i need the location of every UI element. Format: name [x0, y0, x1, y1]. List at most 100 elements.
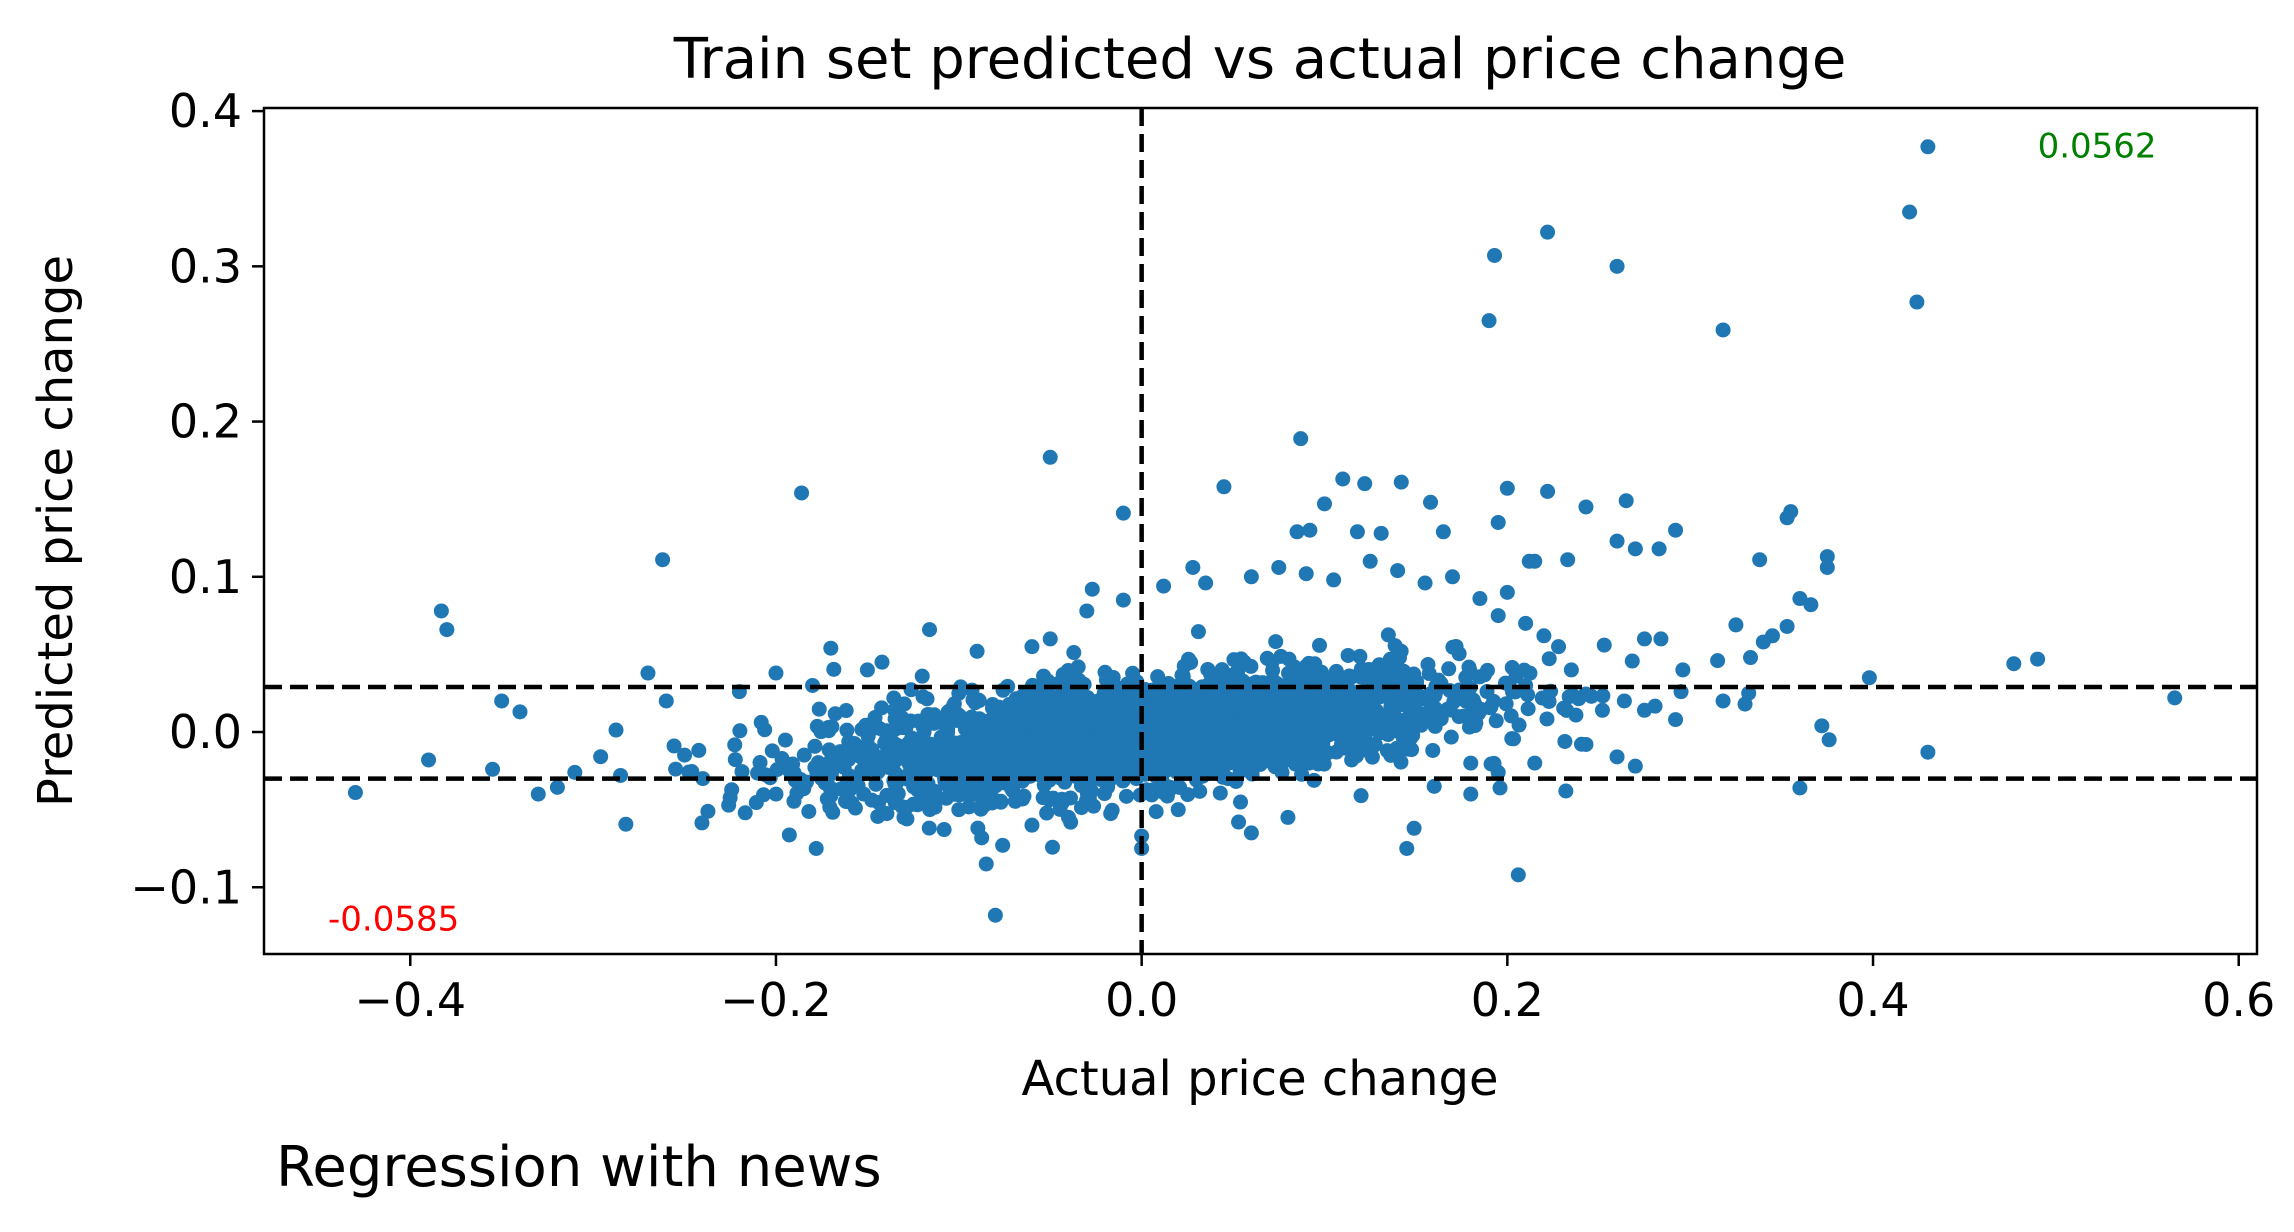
scatter-point — [1349, 524, 1365, 540]
cluster-point — [824, 719, 840, 735]
cluster-point — [1249, 744, 1265, 760]
cluster-point — [618, 816, 634, 832]
scatter-point — [433, 603, 449, 619]
scatter-point — [1393, 474, 1409, 490]
cluster-point — [1264, 727, 1280, 743]
cluster-point — [1091, 696, 1107, 712]
scatter-point — [1079, 603, 1095, 619]
cluster-point — [1111, 681, 1127, 697]
cluster-point — [1153, 709, 1169, 725]
cluster-point — [1054, 707, 1070, 723]
scatter-point — [1536, 628, 1552, 644]
x-tick-label: 0.6 — [2202, 973, 2275, 1027]
cluster-point — [879, 806, 895, 822]
cluster-point — [898, 719, 914, 735]
scatter-point — [1042, 631, 1058, 647]
scatter-point — [1357, 476, 1373, 492]
scatter-point — [1042, 449, 1058, 465]
chart-title: Train set predicted vs actual price chan… — [673, 27, 1847, 92]
x-tick-label: 0.4 — [1836, 973, 1909, 1027]
cluster-point — [1391, 650, 1407, 666]
cluster-point — [1061, 696, 1077, 712]
scatter-point — [1521, 553, 1537, 569]
cluster-point — [1044, 839, 1060, 855]
cluster-point — [1187, 706, 1203, 722]
cluster-point — [727, 737, 743, 753]
cluster-point — [1477, 667, 1493, 683]
cluster-point — [694, 815, 710, 831]
cluster-point — [1520, 687, 1536, 703]
cluster-point — [1158, 763, 1174, 779]
cluster-point — [1320, 745, 1336, 761]
scatter-point — [1527, 755, 1543, 771]
scatter-point — [695, 771, 711, 787]
cluster-point — [1162, 726, 1178, 742]
cluster-point — [1186, 749, 1202, 765]
scatter-point — [1198, 575, 1214, 591]
scatter-point — [1481, 313, 1497, 329]
cluster-point — [1084, 734, 1100, 750]
cluster-point — [1173, 681, 1189, 697]
x-tick-label: 0.2 — [1471, 973, 1544, 1027]
cluster-point — [1339, 701, 1355, 717]
cluster-point — [666, 738, 682, 754]
scatter-point — [1243, 825, 1259, 841]
cluster-point — [1316, 680, 1332, 696]
cluster-point — [1322, 692, 1338, 708]
cluster-point — [1118, 788, 1134, 804]
cluster-point — [1350, 740, 1366, 756]
scatter-point — [1540, 224, 1556, 240]
cluster-point — [1159, 779, 1175, 795]
cluster-point — [1352, 648, 1368, 664]
cluster-point — [822, 799, 838, 815]
y-tick-label: 0.2 — [169, 395, 242, 449]
cluster-point — [1559, 702, 1575, 718]
cluster-point — [810, 755, 826, 771]
scatter-point — [1609, 258, 1625, 274]
cluster-point — [970, 820, 986, 836]
cluster-point — [1174, 667, 1190, 683]
scatter-point — [1558, 783, 1574, 799]
scatter-point — [987, 907, 1003, 923]
cluster-point — [1310, 756, 1326, 772]
cluster-point — [826, 661, 842, 677]
cluster-point — [1100, 779, 1116, 795]
cluster-point — [1203, 666, 1219, 682]
cluster-point — [677, 747, 693, 763]
cluster-point — [1164, 701, 1180, 717]
scatter-point — [1472, 591, 1488, 607]
cluster-point — [1131, 747, 1147, 763]
cluster-point — [1465, 692, 1481, 708]
cluster-point — [924, 745, 940, 761]
cluster-point — [879, 723, 895, 739]
cluster-point — [1124, 690, 1140, 706]
cluster-point — [1014, 773, 1030, 789]
scatter-point — [808, 840, 824, 856]
cluster-point — [811, 701, 827, 717]
cluster-point — [1498, 696, 1514, 712]
cluster-point — [1462, 662, 1478, 678]
cluster-point — [1175, 693, 1191, 709]
cluster-point — [1419, 688, 1435, 704]
cluster-point — [1539, 711, 1555, 727]
cluster-point — [1443, 729, 1459, 745]
cluster-point — [1504, 660, 1520, 676]
x-tick-label: −0.2 — [720, 973, 832, 1027]
cluster-point — [1201, 734, 1217, 750]
cluster-point — [1378, 723, 1394, 739]
cluster-point — [1204, 752, 1220, 768]
cluster-point — [1516, 662, 1532, 678]
scatter-point — [1335, 471, 1351, 487]
scatter-point — [1803, 597, 1819, 613]
cluster-point — [1035, 746, 1051, 762]
cluster-point — [752, 755, 768, 771]
scatter-point — [2030, 651, 2046, 667]
cluster-point — [1306, 690, 1322, 706]
scatter-point — [1243, 569, 1259, 585]
cluster-point — [1358, 663, 1374, 679]
cluster-point — [1214, 725, 1230, 741]
annotation-label: -0.0585 — [328, 900, 459, 940]
scatter-point — [1594, 702, 1610, 718]
scatter-point — [969, 643, 985, 659]
